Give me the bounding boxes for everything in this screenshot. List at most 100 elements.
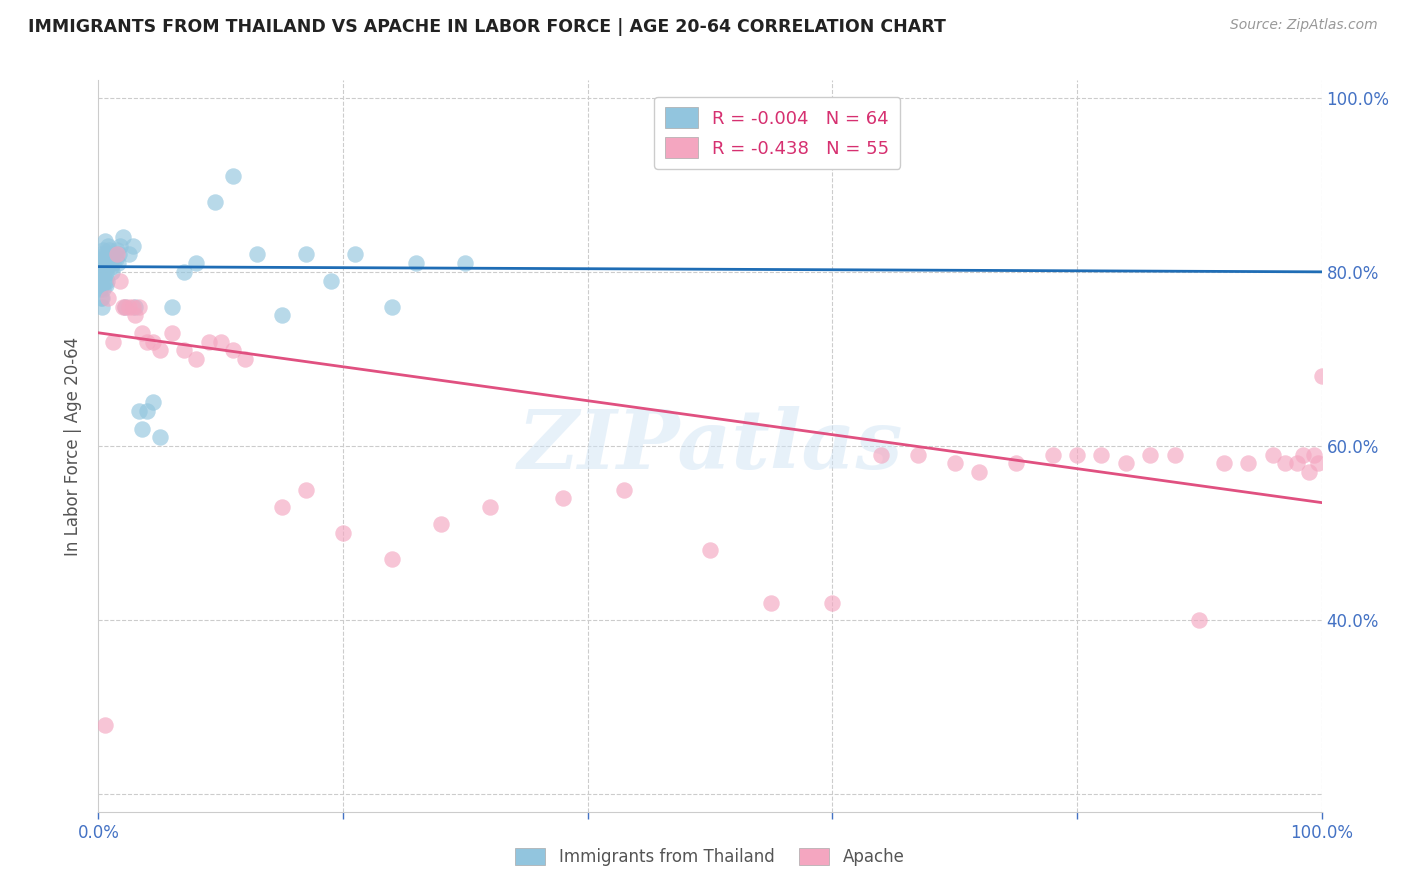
Point [430, 517, 453, 532]
Point [553, 491, 575, 506]
Point [118, 247, 141, 261]
Point [233, 351, 256, 366]
Point [1306, 457, 1329, 471]
Point [91, 282, 114, 296]
Point [142, 395, 165, 409]
Point [90, 247, 112, 261]
Point [90, 277, 112, 292]
Point [89, 256, 111, 270]
Point [1310, 369, 1333, 384]
Text: ZIPatlas: ZIPatlas [517, 406, 903, 486]
Point [91, 243, 114, 257]
Point [967, 465, 990, 479]
Point [104, 252, 127, 266]
Point [149, 430, 172, 444]
Point [136, 404, 159, 418]
Point [93, 235, 115, 249]
Point [97, 238, 120, 252]
Point [381, 300, 404, 314]
Point [405, 256, 427, 270]
Point [149, 343, 172, 358]
Point [136, 334, 159, 349]
Point [142, 334, 165, 349]
Legend: Immigrants from Thailand, Apache: Immigrants from Thailand, Apache [509, 841, 911, 873]
Point [101, 252, 124, 266]
Point [1274, 457, 1296, 471]
Point [93, 274, 115, 288]
Point [101, 256, 124, 270]
Point [1261, 448, 1284, 462]
Point [246, 247, 269, 261]
Point [91, 300, 114, 314]
Point [89, 269, 111, 284]
Point [1286, 457, 1309, 471]
Text: IMMIGRANTS FROM THAILAND VS APACHE IN LABOR FORCE | AGE 20-64 CORRELATION CHART: IMMIGRANTS FROM THAILAND VS APACHE IN LA… [28, 18, 946, 36]
Point [454, 256, 477, 270]
Point [111, 300, 134, 314]
Point [295, 247, 318, 261]
Point [222, 343, 245, 358]
Point [128, 404, 150, 418]
Point [173, 265, 195, 279]
Point [105, 243, 128, 257]
Point [96, 260, 118, 275]
Point [111, 230, 134, 244]
Point [107, 256, 129, 270]
Point [1298, 465, 1320, 479]
Point [204, 195, 226, 210]
Point [91, 265, 114, 279]
Point [1237, 457, 1260, 471]
Point [100, 247, 122, 261]
Point [110, 238, 132, 252]
Point [114, 300, 136, 314]
Point [97, 252, 120, 266]
Point [1066, 448, 1088, 462]
Point [332, 526, 354, 541]
Point [90, 265, 112, 279]
Point [186, 256, 208, 270]
Y-axis label: In Labor Force | Age 20-64: In Labor Force | Age 20-64 [65, 336, 83, 556]
Point [97, 291, 120, 305]
Point [91, 256, 114, 270]
Point [1292, 448, 1315, 462]
Point [131, 326, 153, 340]
Point [128, 300, 150, 314]
Point [381, 552, 404, 566]
Point [131, 421, 153, 435]
Point [1115, 457, 1137, 471]
Point [821, 596, 844, 610]
Point [209, 334, 232, 349]
Point [91, 277, 114, 292]
Point [100, 260, 122, 275]
Point [1164, 448, 1187, 462]
Point [1042, 448, 1064, 462]
Point [94, 277, 117, 292]
Point [1303, 448, 1326, 462]
Point [108, 247, 131, 261]
Point [114, 300, 136, 314]
Point [160, 300, 183, 314]
Point [1139, 448, 1161, 462]
Text: Source: ZipAtlas.com: Source: ZipAtlas.com [1230, 18, 1378, 32]
Point [1188, 613, 1211, 627]
Point [270, 500, 294, 514]
Point [478, 500, 501, 514]
Point [101, 265, 124, 279]
Point [344, 247, 367, 261]
Point [89, 282, 111, 296]
Point [96, 274, 118, 288]
Point [197, 334, 219, 349]
Point [94, 252, 117, 266]
Point [907, 448, 929, 462]
Point [222, 169, 245, 183]
Point [943, 457, 966, 471]
Point [121, 238, 143, 252]
Point [761, 596, 783, 610]
Point [186, 351, 208, 366]
Point [98, 256, 121, 270]
Point [295, 483, 318, 497]
Point [101, 334, 124, 349]
Point [1212, 457, 1234, 471]
Point [91, 269, 114, 284]
Point [270, 309, 294, 323]
